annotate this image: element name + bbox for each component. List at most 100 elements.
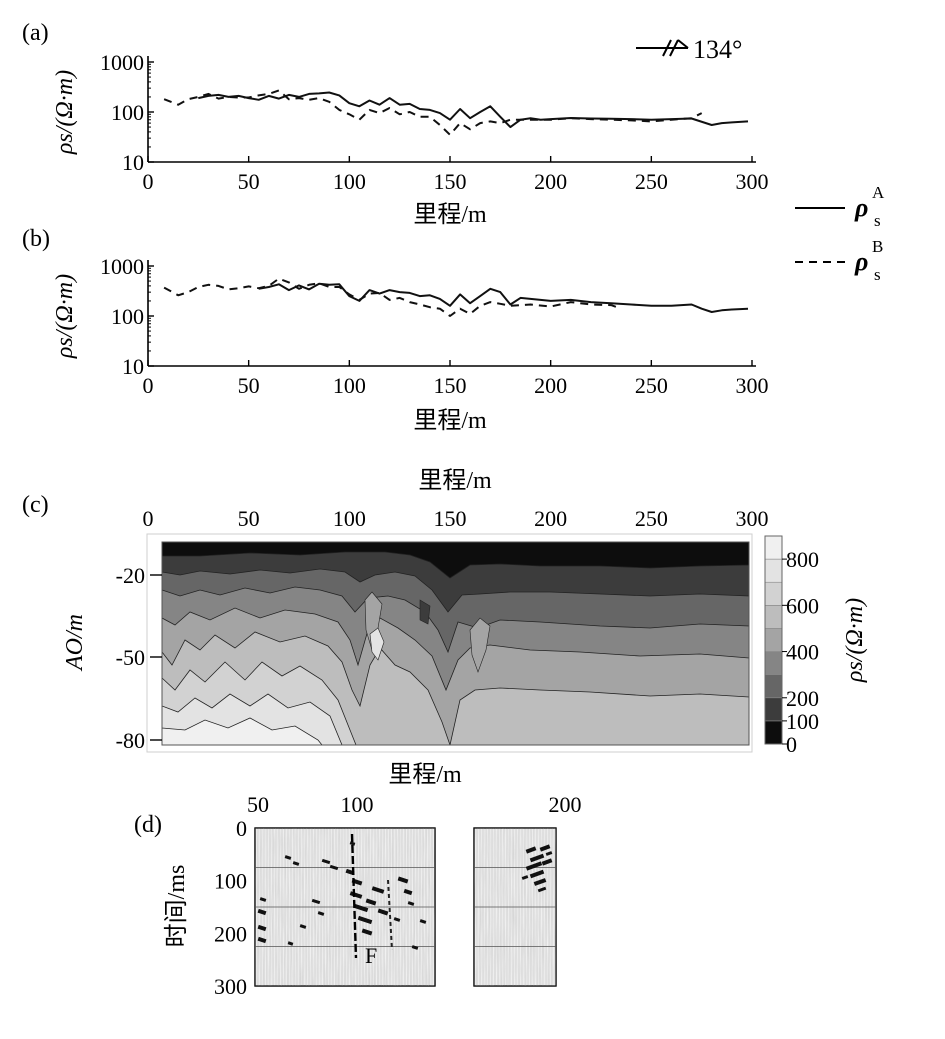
reflection-event bbox=[377, 908, 389, 916]
legend-sub-b: s bbox=[874, 265, 881, 284]
reflection-event bbox=[419, 919, 427, 924]
reflection-event bbox=[411, 945, 419, 950]
reflection-event bbox=[521, 875, 529, 880]
reflection-event bbox=[311, 898, 321, 905]
y-axis-label: ρs/(Ω·m) bbox=[52, 274, 78, 359]
y-tick-label: 1000 bbox=[100, 50, 144, 75]
legend-sup-a: A bbox=[872, 183, 885, 202]
x-tick-label: 50 bbox=[238, 373, 260, 398]
legend-rho-a: ρ bbox=[854, 193, 868, 222]
direction-arrow-icon bbox=[662, 39, 689, 57]
panel-a: (a) 0 50 100 150 200 250 300 10 100 1000 里程/m ρs/(Ω… bbox=[22, 20, 769, 228]
colorbar-swatch bbox=[764, 674, 783, 699]
panel-a-label: (a) bbox=[22, 20, 49, 46]
colorbar-tick-label: 600 bbox=[786, 593, 819, 618]
panel-c-ylabel: AO/m bbox=[62, 614, 88, 672]
series-b-line bbox=[163, 277, 622, 317]
reflection-event bbox=[353, 903, 369, 913]
panel-c: (c) 里程/m 里程/m AO/m 0 50 100 150 200 250 300 -20… bbox=[22, 467, 868, 788]
contour-map bbox=[162, 542, 749, 745]
colorbar-tick-label: 100 bbox=[786, 709, 819, 734]
colorbar-swatch bbox=[764, 535, 783, 560]
reflection-event bbox=[533, 878, 547, 886]
c-x-tick-label: 250 bbox=[635, 506, 668, 531]
x-axis-label: 里程/m bbox=[413, 407, 487, 434]
plot-d: 50 100 200 0 100 200 300 bbox=[214, 792, 582, 999]
colorbar-tick-label: 0 bbox=[786, 732, 797, 757]
reflection-event bbox=[393, 917, 401, 922]
plot-a: 0 50 100 150 200 250 300 10 100 1000 里程/m ρs/(Ω·m) bbox=[52, 50, 769, 228]
reflection-event bbox=[257, 936, 267, 944]
y-tick-label: 10 bbox=[122, 150, 144, 175]
reflection-event bbox=[529, 853, 545, 863]
colorbar-swatch bbox=[764, 651, 783, 675]
reflection-event bbox=[541, 858, 553, 866]
panel-c-axes: 0 50 100 150 200 250 300 -20 -50 -80 bbox=[116, 506, 769, 753]
contour-patch-c bbox=[469, 617, 491, 673]
legend: ρ A s ρ B s bbox=[795, 183, 885, 284]
reflection-event bbox=[259, 897, 267, 902]
reflection-event bbox=[317, 911, 325, 916]
legend-sub-a: s bbox=[874, 211, 881, 230]
panel-c-bottom-xlabel: 里程/m bbox=[388, 761, 462, 788]
reflection-event bbox=[284, 855, 292, 860]
x-tick-label: 300 bbox=[736, 373, 769, 398]
reflection-event bbox=[329, 864, 339, 871]
d-x-tick-label: 200 bbox=[549, 792, 582, 817]
fault-label: F bbox=[365, 943, 377, 968]
legend-rho-b: ρ bbox=[854, 247, 868, 276]
direction-indicator: 134° bbox=[636, 35, 742, 64]
x-tick-label: 150 bbox=[434, 169, 467, 194]
x-tick-label: 0 bbox=[143, 373, 154, 398]
d-y-tick-label: 200 bbox=[214, 921, 247, 946]
colorbar-swatch bbox=[764, 558, 783, 583]
colorbar-swatch bbox=[764, 628, 783, 652]
direction-label: 134° bbox=[693, 35, 742, 64]
colorbar-swatch bbox=[764, 697, 783, 722]
panel-c-label: (c) bbox=[22, 492, 49, 518]
reflection-event bbox=[403, 888, 413, 896]
series-b-line bbox=[163, 89, 703, 136]
panel-d-ylabel: 时间/ms bbox=[163, 865, 190, 948]
contour-level-8 bbox=[162, 717, 323, 745]
d-y-tick-label: 100 bbox=[214, 869, 247, 894]
reflection-event bbox=[257, 924, 267, 932]
reflection-event bbox=[321, 858, 331, 865]
colorbar-swatch bbox=[764, 720, 783, 745]
c-x-tick-label: 300 bbox=[736, 506, 769, 531]
colorbar-tick-label: 800 bbox=[786, 547, 819, 572]
c-x-tick-label: 200 bbox=[534, 506, 567, 531]
c-y-tick-label: -50 bbox=[116, 645, 145, 670]
reflection-event bbox=[357, 915, 373, 925]
colorbar-frame bbox=[764, 535, 783, 745]
colorbar-label: ρs/(Ω·m) bbox=[842, 598, 868, 683]
panel-b-label: (b) bbox=[22, 226, 50, 252]
series-a-line bbox=[258, 282, 749, 313]
reflection-event bbox=[397, 876, 409, 884]
series-a-line bbox=[198, 91, 749, 129]
reflection-event bbox=[257, 908, 267, 916]
contour-border bbox=[161, 541, 750, 746]
x-tick-label: 100 bbox=[333, 169, 366, 194]
reflection-event bbox=[371, 886, 385, 894]
y-tick-label: 100 bbox=[111, 304, 144, 329]
c-x-tick-label: 0 bbox=[143, 506, 154, 531]
c-x-tick-label: 50 bbox=[238, 506, 260, 531]
d-x-tick-label: 100 bbox=[341, 792, 374, 817]
panel-c-top-xlabel: 里程/m bbox=[418, 467, 492, 494]
fault-line-secondary bbox=[387, 879, 393, 951]
colorbar-tick-label: 200 bbox=[786, 686, 819, 711]
y-tick-label: 1000 bbox=[100, 254, 144, 279]
y-tick-label: 100 bbox=[111, 100, 144, 125]
colorbar-tick-label: 400 bbox=[786, 640, 819, 665]
d-y-tick-label: 0 bbox=[236, 816, 247, 841]
x-axis-label: 里程/m bbox=[413, 201, 487, 228]
reflection-event bbox=[525, 846, 537, 854]
contour-patch-d bbox=[419, 599, 431, 625]
x-tick-label: 250 bbox=[635, 169, 668, 194]
colorbar-swatch bbox=[764, 581, 783, 606]
reflection-event bbox=[299, 924, 307, 929]
plot-b: 0 50 100 150 200 250 300 10 100 1000 里程/m ρs/(Ω·m) bbox=[52, 254, 769, 434]
